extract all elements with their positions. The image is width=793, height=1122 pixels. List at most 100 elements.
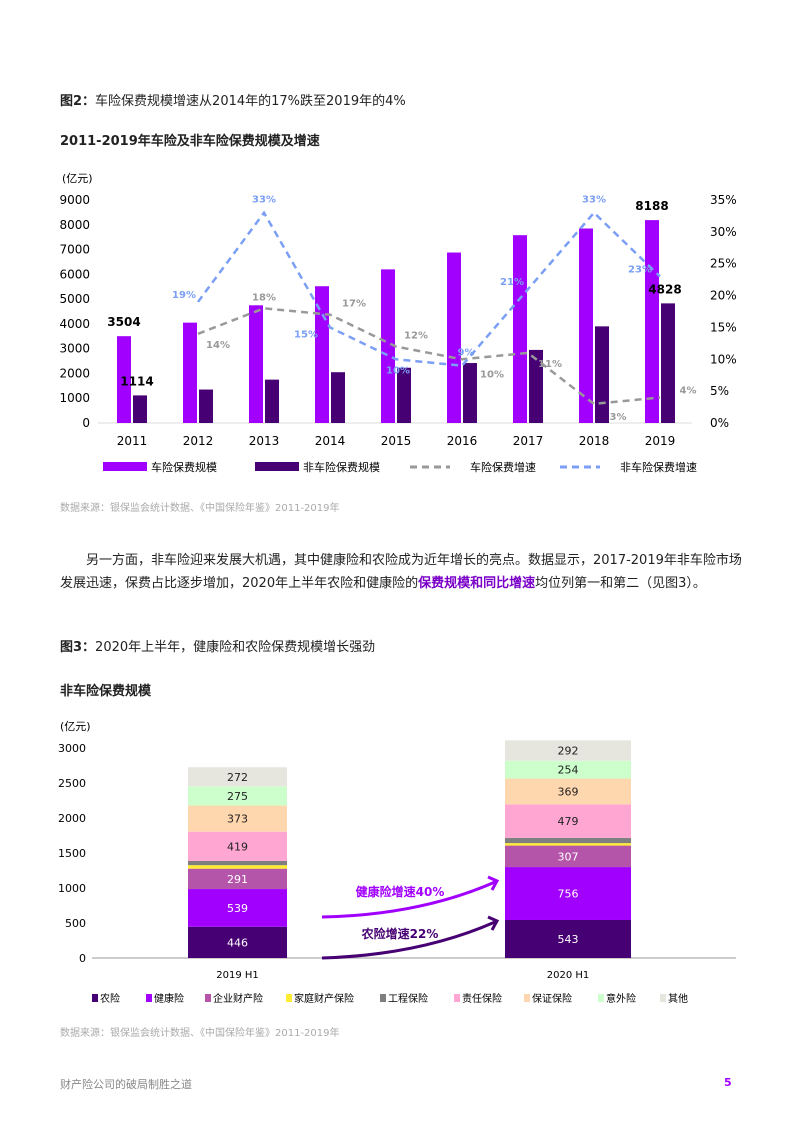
bar-data-label: 1114: [120, 374, 153, 388]
y-tick-label: 500: [65, 917, 86, 930]
y-axis-unit: (亿元): [60, 720, 91, 733]
y-tick-label: 9000: [59, 193, 90, 207]
page-number: 5: [724, 1076, 732, 1089]
bar-car: [513, 235, 527, 423]
legend-swatch: [598, 994, 604, 1002]
x-tick-label: 2019: [645, 434, 676, 448]
segment-data-label: 275: [227, 790, 248, 803]
stack-segment: [188, 831, 287, 861]
line-data-label: 15%: [294, 329, 318, 340]
legend-swatch: [146, 994, 152, 1002]
line-data-label: 17%: [342, 299, 366, 310]
line-data-label: 4%: [680, 386, 697, 397]
y2-tick-label: 35%: [710, 193, 737, 207]
segment-data-label: 373: [227, 813, 248, 826]
stack-segment: [505, 867, 631, 920]
line-data-label: 23%: [628, 264, 652, 275]
figure2-source: 数据来源：银保监会统计数据、《中国保险年鉴》2011-2019年: [60, 503, 340, 514]
line-data-label: 11%: [538, 359, 562, 370]
y-tick-label: 4000: [59, 317, 90, 331]
chart-premium-growth: (亿元) 0 1000 2000 3000 4000 5000 6000 7000 8000 900…: [59, 172, 737, 474]
line-data-label: 21%: [500, 277, 524, 288]
segment-data-label: 756: [558, 888, 579, 901]
y2-tick-label: 10%: [710, 352, 737, 366]
stack-segment: [505, 760, 631, 779]
segment-data-label: 419: [227, 840, 248, 853]
bar-noncar: [331, 372, 345, 423]
growth-arrow-health: [321, 880, 496, 919]
y2-tick-label: 30%: [710, 225, 737, 239]
stack-segment: [505, 837, 631, 844]
figure2-caption: 图2：车险保费规模增速从2014年的17%跌至2019年的4%: [60, 94, 406, 109]
y-tick-label: 8000: [59, 218, 90, 232]
y-tick-label: 1500: [58, 847, 86, 860]
legend-label: 农险: [100, 992, 120, 1005]
stack-segment: [188, 889, 287, 927]
y2-tick-label: 0%: [710, 416, 729, 430]
y-tick-label: 0: [82, 416, 90, 430]
y-tick-label: 1000: [58, 882, 86, 895]
segment-data-label: 446: [227, 936, 248, 949]
stack-segment: [505, 843, 631, 846]
y2-tick-label: 25%: [710, 257, 737, 271]
figure2-subtitle: 2011-2019年车险及非车险保费规模及增速: [60, 134, 320, 149]
line-car-growth: [197, 307, 661, 406]
y-tick-label: 5000: [59, 292, 90, 306]
legend-label: 非车险保费规模: [303, 460, 380, 474]
legend-swatch: [380, 994, 386, 1002]
bar-car: [249, 305, 263, 423]
line-data-label: 18%: [252, 292, 276, 303]
line-data-label: 33%: [252, 195, 276, 206]
y-tick-label: 0: [79, 952, 86, 965]
x-tick-label: 2019 H1: [216, 970, 259, 981]
bar-noncar: [595, 326, 609, 423]
segment-data-label: 254: [558, 764, 579, 777]
bar-car: [579, 228, 593, 423]
x-tick-label: 2018: [579, 434, 610, 448]
legend-label: 车险保费规模: [151, 460, 217, 474]
arrow-head-icon: [487, 875, 500, 891]
x-tick-label: 2016: [447, 434, 478, 448]
legend-swatch: [660, 994, 666, 1002]
legend-label: 意外险: [606, 992, 636, 1005]
line-noncar-growth: [196, 210, 661, 367]
legend-label: 车险保费增速: [470, 460, 536, 474]
stack-segment: [505, 740, 631, 761]
y-tick-label: 1000: [59, 391, 90, 405]
line-data-label: 10%: [386, 365, 410, 376]
bar-car: [117, 336, 131, 423]
figure3-caption: 图3：2020年上半年，健康险和农险保费规模增长强劲: [60, 640, 376, 655]
legend-label: 工程保险: [388, 992, 428, 1005]
growth-arrow-agri: [321, 920, 496, 960]
x-tick-label: 2014: [315, 434, 346, 448]
segment-data-label: 292: [558, 745, 579, 758]
y-axis-unit: (亿元): [62, 172, 93, 185]
legend-swatch: [255, 462, 299, 471]
legend-swatch: [286, 994, 292, 1002]
y-tick-label: 2000: [58, 812, 86, 825]
legend-label: 其他: [668, 992, 688, 1005]
y-tick-label: 2500: [58, 777, 86, 790]
line-data-label: 3%: [610, 412, 627, 423]
annotation-health-growth: 健康险增速40%: [356, 884, 445, 899]
segment-data-label: 369: [558, 785, 579, 798]
bar-noncar: [397, 367, 411, 423]
stack-segment: [188, 767, 287, 787]
segment-data-label: 543: [558, 933, 579, 946]
legend-label: 保证保险: [532, 992, 572, 1005]
legend-swatch: [454, 994, 460, 1002]
stack-segment: [188, 865, 287, 869]
segment-data-label: 539: [227, 902, 248, 915]
stack-segment: [188, 926, 287, 958]
body-paragraph: 另一方面，非车险迎来发展大机遇，其中健康险和农险成为近年增长的亮点。数据显示，2…: [60, 553, 742, 591]
figure3-source: 数据来源：银保监会统计数据、《中国保险年鉴》2011-2019年: [60, 1028, 340, 1039]
y2-tick-label: 20%: [710, 289, 737, 303]
stack-segment: [188, 786, 287, 806]
y2-tick-label: 5%: [710, 384, 729, 398]
footer-title: 财产险公司的破局制胜之道: [60, 1078, 192, 1091]
y-tick-label: 7000: [59, 243, 90, 257]
bar-data-label: 3504: [107, 315, 140, 329]
line-data-label: 33%: [582, 195, 606, 206]
bar-car: [381, 269, 395, 423]
arrow-head-icon: [487, 915, 500, 931]
